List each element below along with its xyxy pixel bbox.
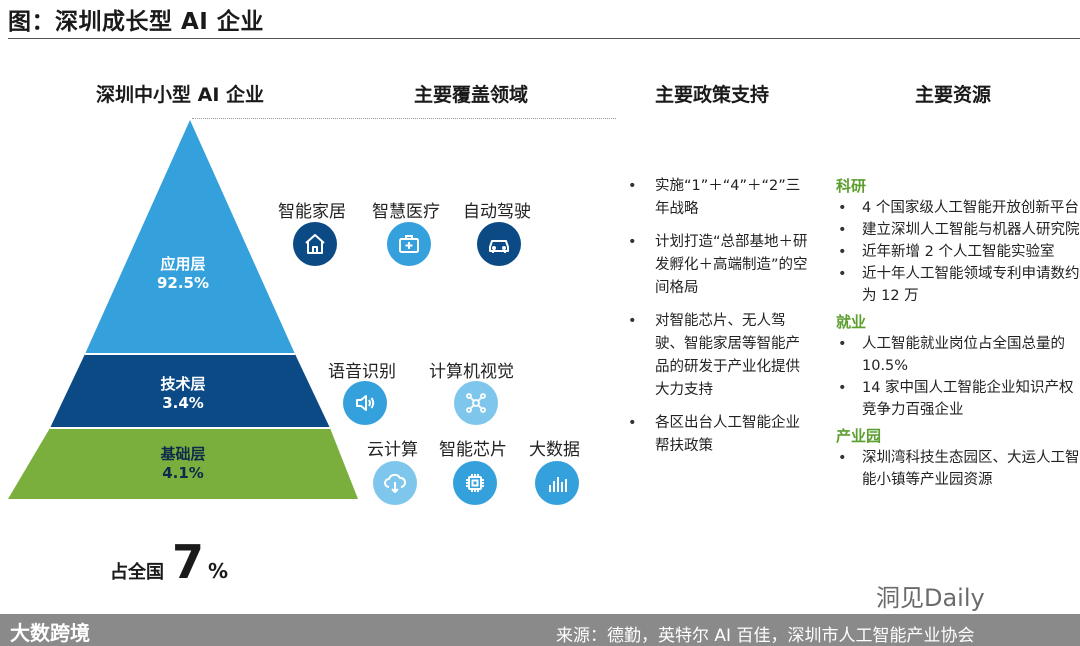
house-icon <box>293 222 337 266</box>
chip-icon <box>453 461 497 505</box>
national-share: 占全国 7% <box>110 535 228 589</box>
footer-bar <box>0 614 1080 646</box>
resource-item: 近十年人工智能领域专利申请数约为 12 万 <box>836 263 1080 307</box>
pyramid-column-title: 深圳中小型 AI 企业 <box>96 84 265 106</box>
footer-logo: 大数跨境 <box>10 621 90 645</box>
speaker-icon <box>343 381 387 425</box>
resource-items-research: 4 个国家级人工智能开放创新平台 建立深圳人工智能与机器人研究院 近年新增 2 … <box>836 197 1080 307</box>
layer-label-technology: 技术层 3.4% <box>103 375 263 413</box>
layer-name: 应用层 <box>160 255 206 273</box>
pyramid-apex-guide <box>192 118 616 119</box>
resources-column-title: 主要资源 <box>915 84 992 106</box>
vision-network-icon <box>454 381 498 425</box>
layer-name: 技术层 <box>160 375 206 393</box>
layer-share: 4.1% <box>162 464 204 482</box>
page-title: 图：深圳成长型 AI 企业 <box>8 9 264 35</box>
resource-category-industrial-park: 产业园 <box>836 427 882 445</box>
pyramid-layer-application <box>85 120 295 354</box>
domain-label-speech-recognition: 语音识别 <box>328 362 396 382</box>
domain-label-smart-home: 智能家居 <box>278 202 346 222</box>
resources-list: 科研 4 个国家级人工智能开放创新平台 建立深圳人工智能与机器人研究院 近年新增… <box>836 175 1080 491</box>
source-note: 来源：德勤，英特尔 AI 百佳，深圳市人工智能产业协会 <box>556 626 975 646</box>
national-share-prefix: 占全国 <box>110 562 164 583</box>
data-bars-icon <box>535 461 579 505</box>
layer-share: 92.5% <box>156 274 210 292</box>
layer-label-application: 应用层 92.5% <box>103 255 263 293</box>
car-icon <box>477 222 521 266</box>
resource-category-employment: 就业 <box>836 313 867 331</box>
layer-label-foundation: 基础层 4.1% <box>103 445 263 483</box>
layer-name: 基础层 <box>160 445 206 463</box>
policy-item: 实施“1”＋“4”＋“2”三年战略 <box>628 175 808 221</box>
layer-share: 3.4% <box>162 394 204 412</box>
policy-column-title: 主要政策支持 <box>655 84 770 106</box>
resource-item: 4 个国家级人工智能开放创新平台 <box>836 197 1080 219</box>
medical-kit-icon <box>387 222 431 266</box>
resource-item: 人工智能就业岗位占全国总量的 10.5% <box>836 333 1080 377</box>
resource-items-employment: 人工智能就业岗位占全国总量的 10.5% 14 家中国人工智能企业知识产权竞争力… <box>836 333 1080 421</box>
resource-item: 14 家中国人工智能企业知识产权竞争力百强企业 <box>836 377 1080 421</box>
pyramid-layer-foundation <box>8 428 358 499</box>
national-share-value: 7 <box>172 535 205 589</box>
resource-item: 建立深圳人工智能与机器人研究院 <box>836 219 1080 241</box>
cloud-download-icon <box>373 461 417 505</box>
policy-item: 对智能芯片、无人驾驶、智能家居等智能产品的研发于产业化提供大力支持 <box>628 310 808 402</box>
resource-item: 深圳湾科技生态园区、大运人工智能小镇等产业园资源 <box>836 447 1080 491</box>
resource-category-research: 科研 <box>836 177 867 195</box>
domain-label-computer-vision: 计算机视觉 <box>429 362 514 382</box>
national-share-unit: % <box>208 559 229 583</box>
watermark-text: 洞见Daily <box>876 584 985 612</box>
title-divider <box>8 38 1080 39</box>
policy-item: 各区出台人工智能企业帮扶政策 <box>628 412 808 458</box>
domain-label-big-data: 大数据 <box>529 440 580 460</box>
policy-item: 计划打造“总部基地＋研发孵化＋高端制造”的空间格局 <box>628 231 808 300</box>
resource-items-industrial-park: 深圳湾科技生态园区、大运人工智能小镇等产业园资源 <box>836 447 1080 491</box>
domains-column-title: 主要覆盖领域 <box>414 84 529 106</box>
domain-label-smart-chip: 智能芯片 <box>439 440 507 460</box>
policy-list: 实施“1”＋“4”＋“2”三年战略 计划打造“总部基地＋研发孵化＋高端制造”的空… <box>628 175 808 468</box>
domain-label-cloud-computing: 云计算 <box>367 440 418 460</box>
pyramid-layer-technology <box>50 354 330 428</box>
domain-label-smart-healthcare: 智慧医疗 <box>372 202 440 222</box>
pyramid-diagram <box>8 120 358 499</box>
resource-item: 近年新增 2 个人工智能实验室 <box>836 241 1080 263</box>
domain-label-autonomous-driving: 自动驾驶 <box>463 202 531 222</box>
